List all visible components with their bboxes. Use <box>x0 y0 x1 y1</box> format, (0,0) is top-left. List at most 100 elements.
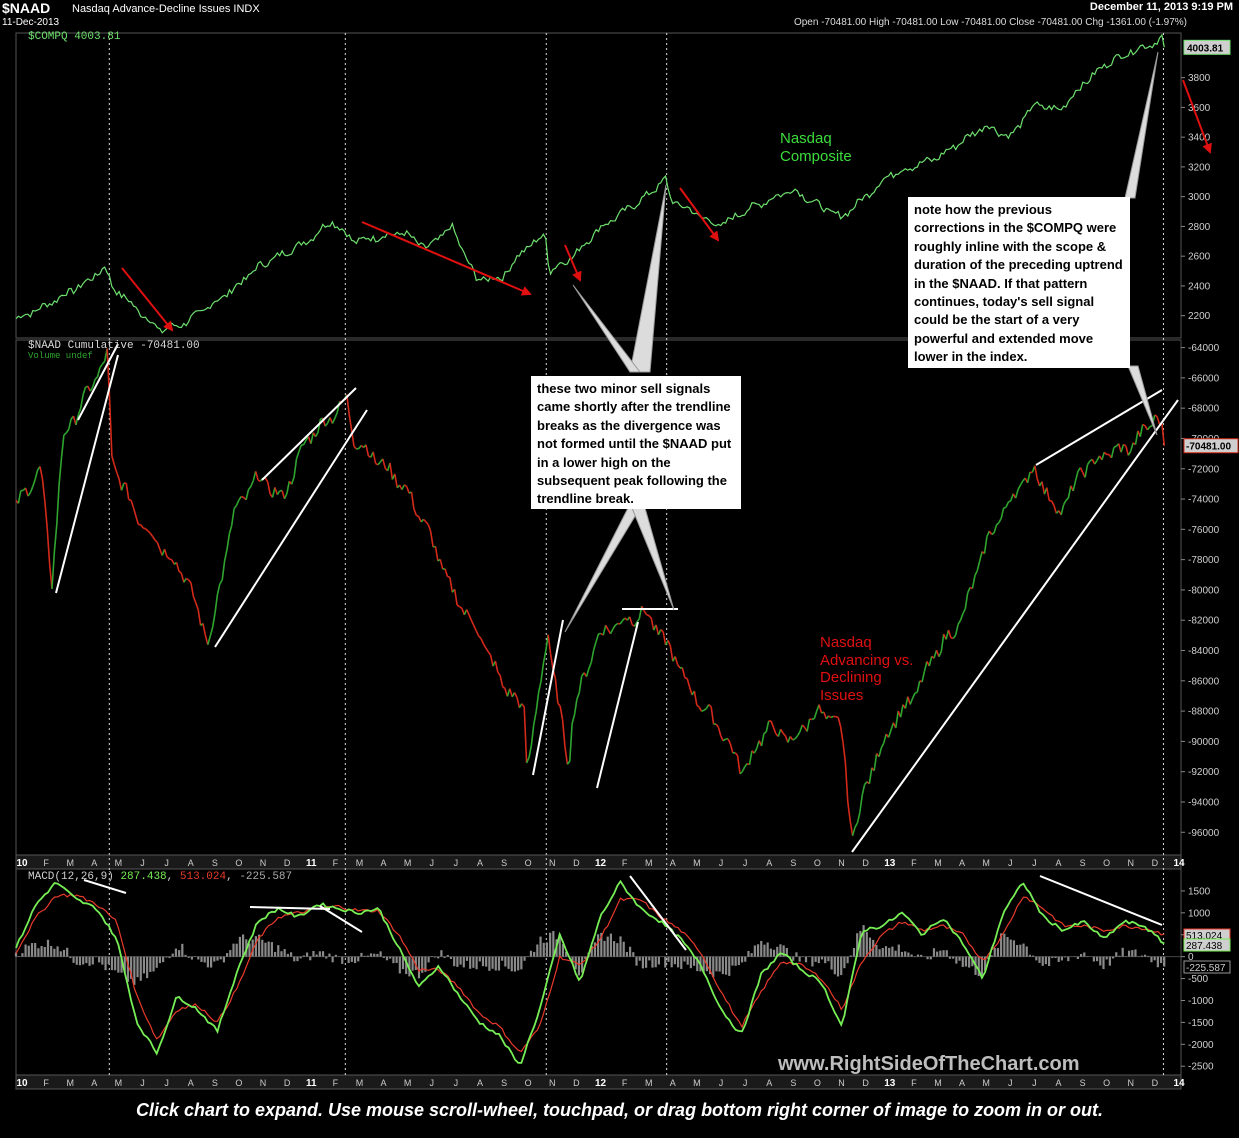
naad-price-segment <box>230 508 235 526</box>
x-axis-label: O <box>235 858 242 868</box>
naad-price-segment <box>614 622 619 626</box>
x-axis-label: D <box>1152 1078 1159 1088</box>
naad-price-segment <box>94 376 99 380</box>
annotation-note-sell-signals: these two minor sell signals came shortl… <box>531 376 741 509</box>
naad-price-segment <box>741 766 746 773</box>
naad-price-segment <box>302 439 307 446</box>
naad-price-segment <box>403 484 408 488</box>
naad-price-segment <box>588 662 593 669</box>
naad-price-segment <box>1134 430 1139 445</box>
x-axis-label: N <box>549 1078 556 1088</box>
callout-pointer <box>629 184 667 373</box>
naad-price-segment <box>1026 472 1031 483</box>
naad-price-segment <box>1139 424 1144 437</box>
naad-price-segment <box>207 636 211 645</box>
naad-price-segment <box>475 630 480 637</box>
naad-price-segment <box>688 686 693 696</box>
x-axis-label: 12 <box>595 858 607 869</box>
naad-price-segment <box>739 771 743 775</box>
compq-y-tick-label: 2200 <box>1188 311 1211 322</box>
naad-price-segment <box>238 495 242 501</box>
naad-price-segment <box>899 704 904 718</box>
naad-price-segment <box>32 479 36 487</box>
naad-price-segment <box>171 559 175 565</box>
naad-price-segment <box>405 486 410 494</box>
x-axis-label: A <box>381 1078 387 1088</box>
naad-price-segment <box>676 664 681 669</box>
naad-price-segment <box>681 667 686 678</box>
naad-price-segment <box>830 715 834 719</box>
x-axis-label: N <box>549 858 556 868</box>
naad-price-segment <box>413 508 418 516</box>
naad-price-segment <box>974 570 979 577</box>
naad-price-segment <box>1065 497 1069 501</box>
naad-price-segment <box>147 530 151 534</box>
naad-price-segment <box>1142 423 1146 427</box>
naad-price-segment <box>521 703 525 708</box>
naad-price-segment <box>247 485 252 491</box>
naad-price-segment <box>204 635 209 645</box>
x-axis-label: 12 <box>595 1078 607 1089</box>
naad-price-segment <box>219 579 223 585</box>
naad-price-segment <box>806 718 811 732</box>
naad-price-segment <box>264 477 269 483</box>
correction-arrow <box>564 244 582 282</box>
naad-price-segment <box>254 471 259 481</box>
macd-y-tick-label: 1500 <box>1188 886 1211 897</box>
naad-price-segment <box>1101 451 1106 461</box>
macd-y-tick-label: -2500 <box>1188 1062 1214 1073</box>
naad-price-segment <box>453 589 458 606</box>
naad-price-segment <box>1120 444 1125 453</box>
naad-price-segment <box>693 690 698 706</box>
x-axis-label: S <box>501 858 507 868</box>
naad-price-segment <box>235 499 240 506</box>
naad-price-segment <box>34 469 39 480</box>
naad-price-segment <box>111 455 116 466</box>
x-axis-label: F <box>43 858 49 868</box>
naad-y-tick-label: -82000 <box>1188 616 1220 627</box>
naad-price-segment <box>789 735 794 741</box>
naad-price-segment <box>772 727 777 735</box>
naad-price-segment <box>1123 443 1127 447</box>
macd-last-value-box <box>1183 938 1231 952</box>
naad-last-value-label: -70481.00 <box>1186 442 1231 453</box>
x-axis-label: D <box>862 1078 869 1088</box>
naad-price-segment <box>375 462 379 466</box>
compq-y-tick-label: 2400 <box>1188 281 1211 292</box>
naad-price-segment <box>650 618 655 631</box>
x-axis-label: O <box>235 1078 242 1088</box>
price-panel-frame <box>15 32 1182 339</box>
naad-price-segment <box>310 432 315 444</box>
naad-price-segment <box>566 760 571 765</box>
trendline <box>1035 389 1163 466</box>
naad-price-segment <box>91 379 96 388</box>
naad-price-segment <box>947 629 952 639</box>
compq-last-value-box <box>1183 39 1231 55</box>
x-axis-label: M <box>404 1078 412 1088</box>
naad-price-segment <box>290 476 295 485</box>
naad-price-segment <box>686 678 691 688</box>
annotation-note-corrections: note how the previous corrections in the… <box>908 197 1130 368</box>
naad-price-segment <box>1067 485 1072 499</box>
naad-price-segment <box>75 414 80 426</box>
naad-price-segment <box>415 514 420 518</box>
naad-price-segment <box>185 577 189 581</box>
naad-price-segment <box>382 458 386 469</box>
naad-price-segment <box>722 738 727 742</box>
naad-price-segment <box>1046 487 1050 501</box>
macd-last-value-label: 513.024 <box>1186 931 1223 942</box>
macd-y-tick-label: -2000 <box>1188 1040 1214 1051</box>
naad-price-segment <box>585 668 590 677</box>
naad-price-segment <box>202 623 207 636</box>
naad-y-tick-label: -84000 <box>1188 646 1220 657</box>
naad-price-segment <box>794 735 799 740</box>
trendline <box>214 409 368 648</box>
naad-price-segment <box>77 408 82 416</box>
naad-price-segment <box>957 619 962 625</box>
naad-price-segment <box>187 579 192 584</box>
x-axis-label: S <box>790 858 796 868</box>
naad-price-segment <box>1156 416 1161 425</box>
naad-price-segment <box>873 753 878 771</box>
callout-nasdaq-composite: Nasdaq Composite <box>780 130 852 165</box>
